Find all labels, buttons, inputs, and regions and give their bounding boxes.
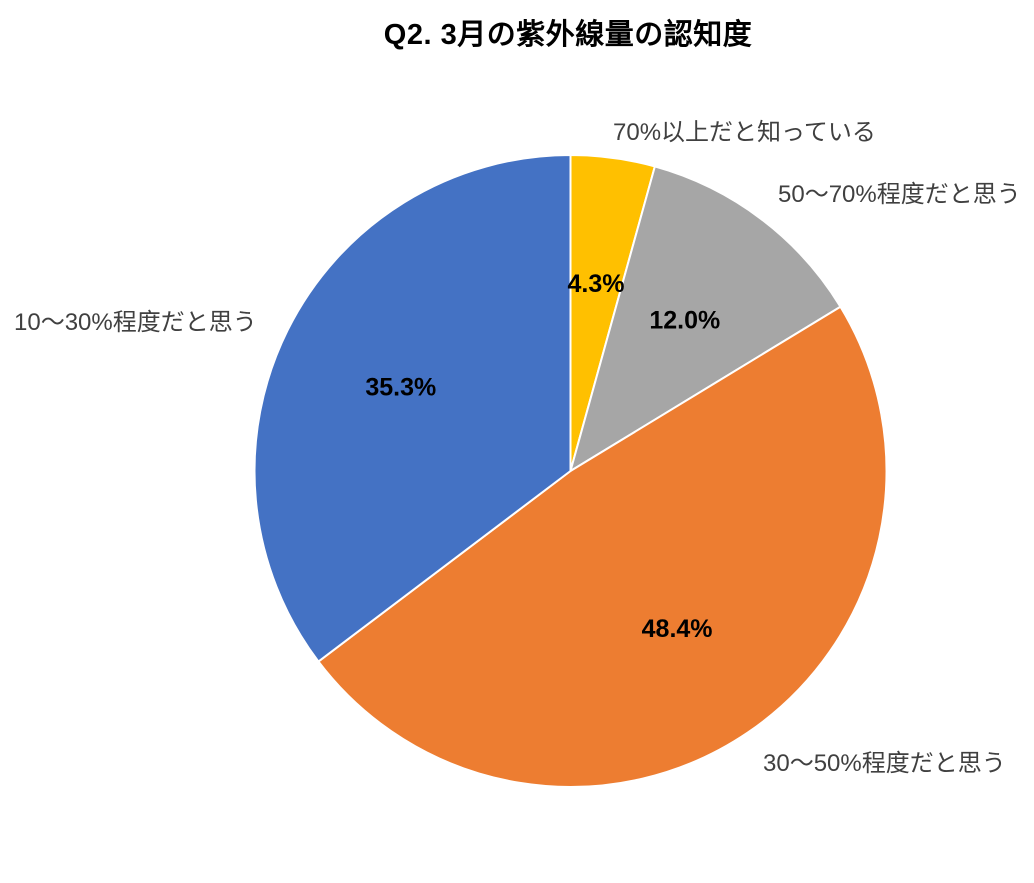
pie-value-label-1: 12.0% <box>649 307 720 335</box>
pie-value-labels-group: 4.3% 12.0% 48.4% 35.3% <box>365 270 720 643</box>
pie-slice-1 <box>569 165 842 472</box>
pie-slice-2 <box>317 305 888 788</box>
pie-slices-group <box>253 154 888 788</box>
pie-value-label-3: 35.3% <box>365 374 436 402</box>
pie-slice-3 <box>253 154 572 663</box>
category-label-10-30: 10〜30%程度だと思う <box>14 309 257 336</box>
chart-title: Q2. 3月の紫外線量の認知度 <box>383 19 753 51</box>
category-label-50-70: 50〜70%程度だと思う <box>778 181 1021 208</box>
pie-value-label-2: 48.4% <box>642 615 713 643</box>
category-label-30-50: 30〜50%程度だと思う <box>763 750 1006 777</box>
pie-value-label-0: 4.3% <box>568 270 625 298</box>
category-label-70-and-above: 70%以上だと知っている <box>613 119 876 146</box>
